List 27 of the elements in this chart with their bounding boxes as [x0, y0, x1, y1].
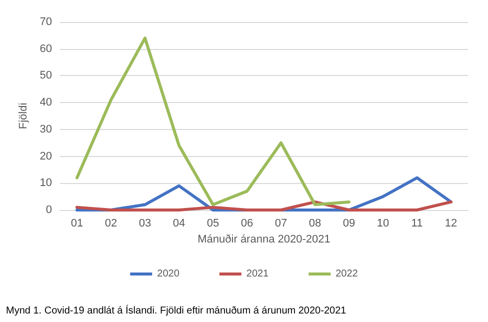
x-axis-title: Mánuðir áranna 2020-2021 — [198, 234, 330, 246]
x-tick-label: 05 — [206, 218, 220, 230]
y-tick-label: 10 — [40, 177, 52, 190]
x-tick-label: 03 — [138, 218, 152, 230]
y-tick-label: 20 — [40, 150, 52, 162]
legend-label: 2021 — [246, 268, 270, 280]
x-tick-label: 12 — [444, 218, 458, 230]
y-tick-label: 40 — [40, 96, 52, 109]
legend-label: 2020 — [157, 268, 180, 280]
y-tick-label: 50 — [40, 70, 52, 82]
x-tick-label: 04 — [172, 218, 186, 230]
legend-label: 2022 — [336, 268, 358, 280]
y-tick-label: 70 — [40, 16, 52, 28]
x-tick-label: 02 — [104, 218, 118, 230]
x-tick-label: 11 — [411, 218, 423, 230]
y-tick-label: 60 — [40, 42, 52, 55]
x-tick-label: 10 — [376, 218, 390, 230]
x-tick-label: 06 — [240, 218, 254, 230]
x-tick-label: 07 — [274, 218, 288, 230]
x-tick-label: 08 — [308, 218, 322, 230]
y-axis-title: Fjöldi — [17, 102, 30, 130]
x-tick-label: 01 — [70, 218, 84, 230]
y-tick-label: 0 — [46, 204, 52, 216]
y-tick-label: 30 — [40, 123, 52, 136]
text: Mynd 1. Covid-19 andlát á Íslandi. Fjöldi eftir mánuðum á árunum 2020-2021 — [6, 304, 347, 316]
line-series — [76, 36, 350, 206]
x-tick-label: 09 — [342, 218, 356, 230]
